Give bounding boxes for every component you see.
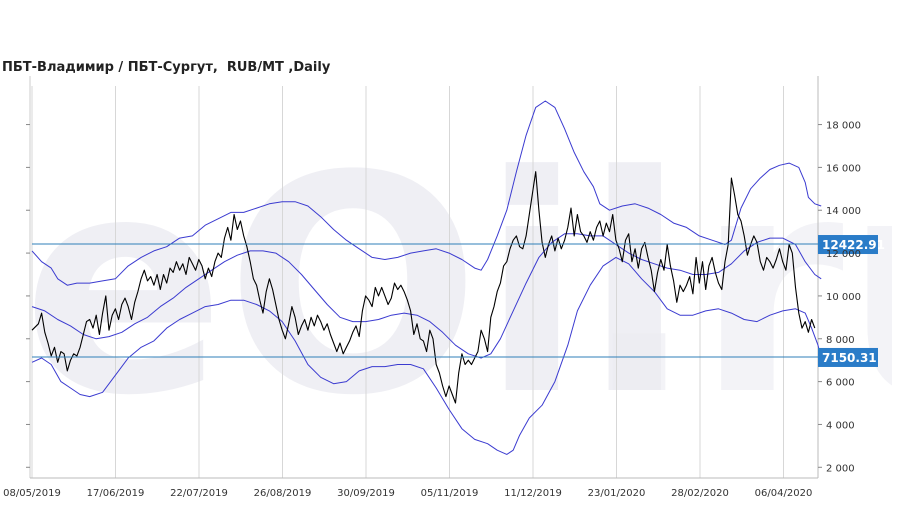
x-tick-label: 30/09/2019 (337, 488, 395, 499)
reference-line-label: 12422.91 (822, 238, 885, 252)
chart-title: ПБТ-Владимир / ПБТ-Сургут, RUB/MT ,Daily (2, 60, 331, 75)
x-tick-label: 08/05/2019 (3, 488, 61, 499)
reference-line-box (818, 347, 878, 367)
horizontal-lines-layer: 12422.91 7150.31 (32, 235, 885, 367)
x-tick-label: 05/11/2019 (421, 488, 479, 499)
y-tick-label: 8 000 (826, 335, 855, 346)
x-tick-label: 17/06/2019 (87, 488, 145, 499)
y-tick-label: 4 000 (826, 420, 855, 431)
y-tick-label: 16 000 (826, 163, 861, 174)
x-tick-label: 23/01/2020 (588, 488, 646, 499)
series-price (31, 171, 816, 404)
x-tick-label: 06/04/2020 (755, 488, 813, 499)
x-tick-label: 26/08/2019 (254, 488, 312, 499)
x-tick-labels: 08/05/2019 17/06/2019 22/07/2019 26/08/2019… (3, 488, 812, 499)
y-tick-label: 10 000 (826, 292, 861, 303)
series-upper-band (31, 100, 822, 286)
y-tick-label: 14 000 (826, 206, 861, 217)
y-tick-labels: 2 000 4 000 6 000 8 000 10 000 12 000 14 000 16… (826, 121, 861, 475)
grid-lines (31, 86, 784, 478)
reference-line-label: 7150.31 (822, 351, 877, 365)
series-middle-band (31, 233, 822, 359)
x-tick-label: 22/07/2019 (170, 488, 228, 499)
x-tick-label: 28/02/2020 (671, 488, 729, 499)
series-layer (31, 100, 822, 455)
y-tick-label: 18 000 (826, 121, 861, 132)
y-tick-label: 6 000 (826, 378, 855, 389)
y-tick-label: 12 000 (826, 249, 861, 260)
reference-line-box (818, 235, 878, 255)
x-tick-label: 11/12/2019 (504, 488, 562, 499)
axes (26, 76, 822, 479)
series-lower-band (31, 256, 822, 455)
y-tick-label: 2 000 (826, 463, 855, 474)
